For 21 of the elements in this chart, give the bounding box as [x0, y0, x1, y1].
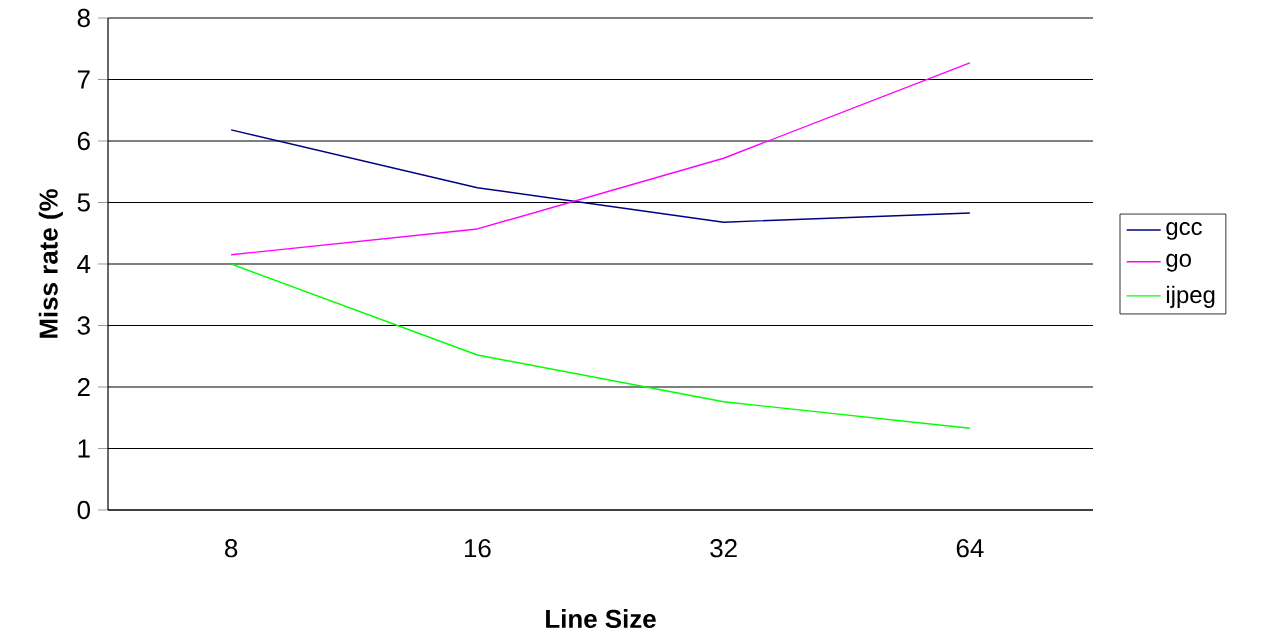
legend-label: gcc — [1166, 222, 1202, 240]
y-tick-label: 8 — [77, 8, 90, 28]
line-series — [230, 129, 971, 224]
y-tick-label: 2 — [77, 378, 90, 397]
line-series — [230, 263, 971, 430]
legend-label: ijpeg — [1166, 285, 1215, 309]
x-tick-label: 64 — [956, 539, 984, 558]
legend-label: go — [1166, 253, 1191, 272]
y-tick-label: 3 — [77, 316, 90, 335]
x-tick-label: 32 — [710, 539, 737, 558]
y-tick-label: 7 — [77, 70, 90, 89]
x-tick-label: 8 — [225, 539, 238, 558]
y-axis-title: Miss rate (% — [38, 189, 63, 338]
y-tick-label: 1 — [78, 439, 90, 458]
x-axis-title: Line Size — [546, 609, 656, 629]
y-tick-label: 0 — [77, 500, 90, 520]
y-tick-label: 5 — [77, 193, 90, 212]
y-tick-label: 4 — [77, 255, 91, 274]
line-series — [230, 62, 971, 256]
y-tick-label: 6 — [77, 131, 90, 151]
x-tick-label: 16 — [464, 539, 491, 558]
